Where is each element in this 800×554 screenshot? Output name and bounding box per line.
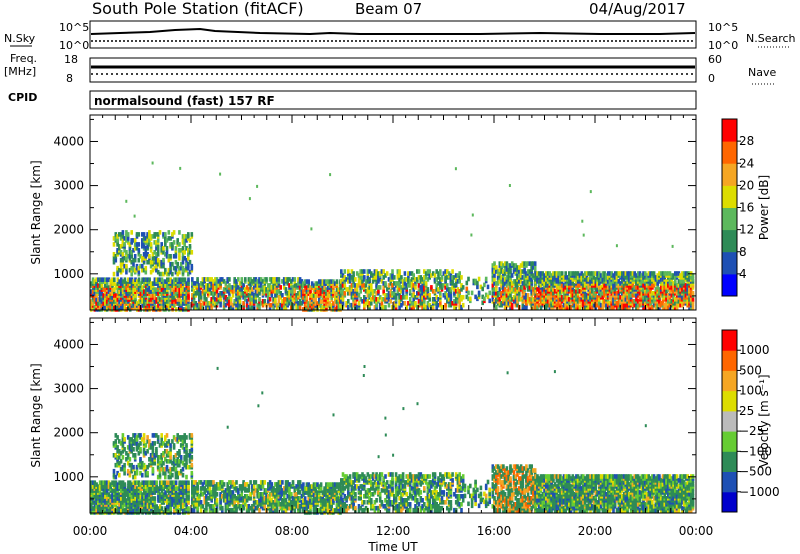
colorbar-swatch <box>722 141 737 164</box>
colorbar-swatch <box>722 119 737 142</box>
colorbar-tick-label: 500 <box>739 363 762 377</box>
noise-tick-right-low: 10^0 <box>708 39 738 52</box>
y-tick-label: 1000 <box>53 267 84 281</box>
x-tick-label: 00:00 <box>679 524 714 538</box>
colorbar-swatch <box>722 273 737 297</box>
colorbar-tick-label: −500 <box>739 465 772 479</box>
colorbar-swatch <box>722 207 737 231</box>
colorbar-tick-label: −25 <box>739 424 764 438</box>
y-axis-label: Slant Range [km] <box>29 160 43 264</box>
noise-tick-left-high: 10^5 <box>59 21 89 34</box>
cpid-label: CPID <box>8 91 37 104</box>
colorbar-tick-label: 1000 <box>739 343 770 357</box>
x-tick-label: 20:00 <box>578 524 613 538</box>
nave-tick-low: 0 <box>708 72 715 85</box>
y-tick-label: 2000 <box>53 426 84 440</box>
x-axis-label: Time UT <box>367 540 418 554</box>
colorbar-tick-label: 25 <box>739 404 754 418</box>
colorbar-tick-label: 100 <box>739 384 762 398</box>
x-tick-label: 08:00 <box>275 524 310 538</box>
colorbar-swatch <box>722 471 737 493</box>
y-tick-label: 4000 <box>53 134 84 148</box>
colorbar-swatch <box>722 251 737 275</box>
y-tick-label: 1000 <box>53 470 84 484</box>
y-tick-label: 3000 <box>53 179 84 193</box>
colorbar-swatch <box>722 350 737 371</box>
power-panel: 1000 2000 3000 4000 Slant Range [km] <box>29 114 697 312</box>
colorbar-tick-label: −100 <box>739 444 772 458</box>
cpid-panel <box>89 90 697 110</box>
colorbar-tick-label: 24 <box>739 156 754 170</box>
colorbar-swatch <box>722 491 737 513</box>
colorbar-tick-label: 8 <box>739 245 747 259</box>
freq-units-label: [MHz] <box>4 65 36 78</box>
y-tick-label: 2000 <box>53 223 84 237</box>
colorbar-swatch <box>722 390 737 412</box>
colorbar-tick-label: 20 <box>739 178 754 192</box>
nave-tick-high: 60 <box>708 53 722 66</box>
colorbar-tick-label: 12 <box>739 223 754 237</box>
colorbar-title: Velocity [m s⁻¹] <box>757 374 771 467</box>
x-tick-label: 16:00 <box>477 524 512 538</box>
colorbar-swatch <box>722 163 737 186</box>
power-colorbar: 4 8 12 16 20 24 28 Power [dB] <box>721 118 771 297</box>
y-tick-label: 3000 <box>53 382 84 396</box>
noise-tick-left-low: 10^0 <box>59 39 89 52</box>
y-tick-label: 4000 <box>53 337 84 351</box>
colorbar-tick-label: 28 <box>739 134 754 148</box>
colorbar-swatch <box>722 229 737 253</box>
colorbar-swatch <box>722 431 737 452</box>
colorbar-title: Power [dB] <box>757 175 771 240</box>
nave-label: Nave <box>748 66 776 79</box>
colorbar-tick-label: 4 <box>739 267 747 281</box>
y-axis-label: Slant Range [km] <box>29 363 43 467</box>
velocity-panel: 1000 2000 3000 4000 Slant Range [km] 00:00 04:… <box>29 317 714 554</box>
colorbar-swatch <box>722 451 737 472</box>
noise-tick-right-high: 10^5 <box>708 21 738 34</box>
freq-tick-high: 18 <box>64 53 78 66</box>
colorbar-tick-label: −1000 <box>739 485 780 499</box>
echo-cells <box>90 365 695 515</box>
freq-label: Freq. <box>10 52 37 65</box>
noise-sky-line <box>90 27 696 36</box>
x-tick-label: 00:00 <box>73 524 108 538</box>
beam-label: Beam 07 <box>355 0 422 18</box>
station-title: South Pole Station (fitACF) <box>92 0 304 18</box>
x-tick-label: 04:00 <box>174 524 209 538</box>
colorbar-swatch <box>722 370 737 392</box>
colorbar-swatch <box>722 185 737 208</box>
cpid-text: normalsound (fast) 157 RF <box>94 94 275 108</box>
echo-cells <box>90 161 695 312</box>
freq-tick-low: 8 <box>66 72 73 85</box>
colorbar-tick-label: 16 <box>739 201 754 215</box>
colorbar-swatch <box>722 410 737 432</box>
date-label: 04/Aug/2017 <box>589 0 686 18</box>
noise-panel <box>89 20 697 49</box>
colorbar-swatch <box>722 330 737 351</box>
nsky-label: N.Sky <box>4 32 36 45</box>
freq-panel <box>89 57 697 83</box>
x-tick-label: 12:00 <box>376 524 411 538</box>
nsearch-label: N.Search <box>746 32 796 45</box>
velocity-colorbar: 1000 500 100 25 −25 −100 −500 −1000 Velocity [m … <box>721 329 780 513</box>
